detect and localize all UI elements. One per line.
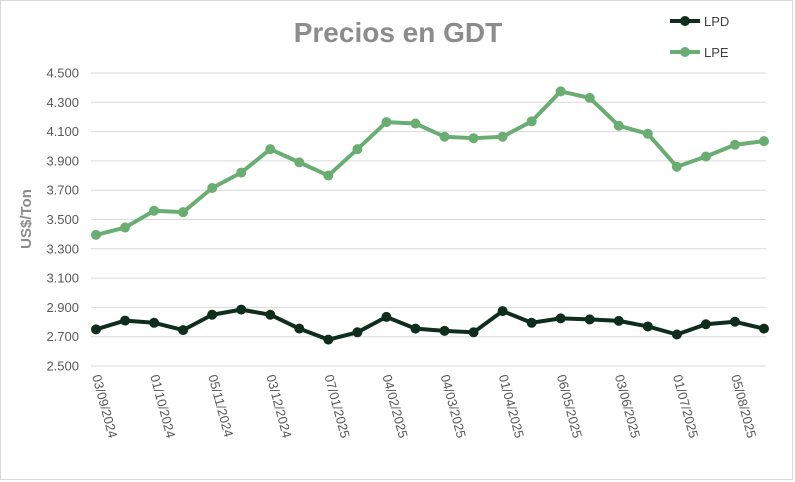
- legend-marker-lpd: [680, 16, 690, 26]
- data-point-lpd: [207, 309, 218, 320]
- x-tick-label: 04/02/2025: [380, 373, 411, 440]
- data-point-lpe: [671, 161, 682, 172]
- data-point-lpe: [236, 167, 247, 178]
- x-tick-label: 03/12/2024: [263, 373, 294, 440]
- data-point-lpe: [294, 157, 305, 168]
- y-tick-label: 3.300: [46, 241, 79, 256]
- x-axis-ticks: 03/09/2024 01/10/2024 05/11/2024 03/12/2024…: [89, 373, 759, 440]
- legend-marker-lpe: [680, 47, 690, 57]
- data-point-lpd: [584, 314, 595, 325]
- data-point-lpd: [410, 323, 421, 334]
- data-point-lpd: [613, 315, 624, 326]
- data-point-lpd: [352, 327, 363, 338]
- data-point-lpe: [120, 222, 131, 233]
- data-point-lpe: [207, 183, 218, 194]
- legend-label-lpe: LPE: [704, 45, 729, 60]
- data-point-lpd: [294, 323, 305, 334]
- y-tick-label: 3.700: [46, 183, 79, 198]
- x-tick-label: 07/01/2025: [321, 373, 352, 440]
- legend: LPD LPE: [670, 14, 729, 60]
- data-point-lpe: [410, 118, 421, 129]
- data-point-lpd: [236, 304, 247, 315]
- data-point-lpd: [91, 324, 101, 335]
- data-point-lpd: [120, 315, 131, 326]
- x-tick-label: 05/08/2025: [728, 373, 759, 440]
- data-point-lpe: [497, 131, 508, 142]
- y-tick-label: 2.500: [46, 359, 79, 374]
- data-point-lpe: [613, 120, 624, 131]
- data-point-lpd: [178, 325, 189, 336]
- x-tick-label: 04/03/2025: [438, 373, 469, 440]
- data-point-lpe: [91, 229, 101, 240]
- data-point-lpd: [381, 311, 392, 322]
- series-lpd: [91, 304, 769, 345]
- series-line-lpd: [94, 307, 766, 342]
- data-point-lpe: [759, 136, 769, 147]
- data-point-lpd: [323, 334, 334, 345]
- y-axis-label: US$/Ton: [18, 189, 35, 249]
- x-tick-label: 01/10/2024: [147, 373, 178, 440]
- legend-label-lpd: LPD: [704, 14, 729, 29]
- x-tick-label: 03/09/2024: [89, 373, 120, 440]
- legend-item-lpd: LPD: [670, 14, 729, 29]
- data-point-lpe: [352, 144, 363, 155]
- y-tick-label: 4.100: [46, 124, 79, 139]
- data-point-lpe: [439, 131, 450, 142]
- x-tick-label: 05/11/2024: [205, 373, 236, 439]
- series-lpe: [91, 86, 769, 240]
- data-point-lpe: [729, 139, 740, 150]
- data-point-lpe: [526, 116, 537, 127]
- y-axis-ticks: 2.500 2.700 2.900 3.100 3.300 3.500 3.700 3.900…: [46, 66, 79, 374]
- data-point-lpe: [178, 207, 189, 218]
- y-tick-label: 2.900: [46, 300, 79, 315]
- y-tick-label: 3.100: [46, 271, 79, 286]
- data-point-lpe: [700, 151, 711, 162]
- data-point-lpe: [323, 170, 334, 181]
- data-point-lpe: [642, 128, 653, 139]
- y-tick-label: 2.700: [46, 329, 79, 344]
- data-point-lpd: [700, 319, 711, 330]
- y-tick-label: 3.500: [46, 212, 79, 227]
- data-point-lpd: [526, 317, 537, 328]
- data-point-lpd: [468, 327, 479, 338]
- x-tick-label: 03/06/2025: [612, 373, 643, 440]
- y-tick-label: 3.900: [46, 153, 79, 168]
- data-point-lpe: [584, 92, 595, 103]
- data-point-lpd: [642, 321, 653, 332]
- data-point-lpd: [671, 329, 682, 340]
- data-point-lpd: [729, 316, 740, 327]
- gridlines: [91, 72, 766, 367]
- data-point-lpd: [149, 317, 160, 328]
- data-point-lpd: [759, 323, 769, 334]
- x-tick-label: 01/04/2025: [496, 373, 527, 440]
- data-point-lpd: [265, 309, 276, 320]
- data-point-lpe: [381, 117, 392, 128]
- legend-item-lpe: LPE: [670, 45, 729, 60]
- series-group: [91, 86, 769, 345]
- data-point-lpd: [555, 313, 566, 324]
- y-tick-label: 4.300: [46, 95, 79, 110]
- data-point-lpe: [265, 144, 276, 155]
- data-point-lpe: [468, 133, 479, 144]
- data-point-lpd: [439, 325, 450, 336]
- x-tick-label: 01/07/2025: [670, 373, 701, 440]
- chart-title: Precios en GDT: [294, 17, 503, 48]
- y-tick-label: 4.500: [46, 66, 79, 81]
- data-point-lpe: [555, 86, 566, 97]
- data-point-lpd: [497, 306, 508, 317]
- data-point-lpe: [149, 205, 160, 216]
- series-line-lpe: [94, 89, 766, 237]
- x-tick-label: 06/05/2025: [554, 373, 585, 440]
